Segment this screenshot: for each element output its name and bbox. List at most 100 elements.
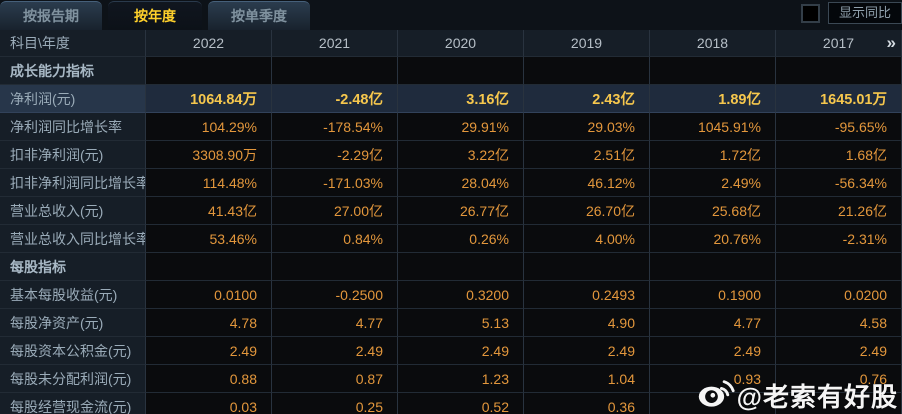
value-cell: 1.68亿 xyxy=(776,141,902,169)
row-label: 扣非净利润(元) xyxy=(0,141,146,169)
year-header-2019: 2019 xyxy=(524,30,650,57)
value-cell: 2.43亿 xyxy=(524,85,650,113)
value-cell: 53.46% xyxy=(146,225,272,253)
value-cell: 2.49 xyxy=(272,337,398,365)
value-cell xyxy=(776,57,902,85)
section-header-row: 成长能力指标 xyxy=(0,57,902,85)
value-cell: 26.77亿 xyxy=(398,197,524,225)
value-cell: 1645.01万 xyxy=(776,85,902,113)
row-label: 净利润同比增长率 xyxy=(0,113,146,141)
value-cell: 3.22亿 xyxy=(398,141,524,169)
tab-by-year[interactable]: 按年度 xyxy=(108,1,202,30)
value-cell: 0.76 xyxy=(776,365,902,393)
year-header-2022: 2022 xyxy=(146,30,272,57)
table-body: 成长能力指标 净利润(元) 1064.84万 -2.48亿 3.16亿 2.43亿 1.89… xyxy=(0,57,902,414)
value-cell xyxy=(776,393,902,414)
value-cell: -56.34% xyxy=(776,169,902,197)
value-cell: 4.77 xyxy=(272,309,398,337)
value-cell: 0.88 xyxy=(146,365,272,393)
table-row: 每股净资产(元) 4.78 4.77 5.13 4.90 4.77 4.58 xyxy=(0,309,902,337)
value-cell: -95.65% xyxy=(776,113,902,141)
tab-by-report-period[interactable]: 按报告期 xyxy=(0,1,102,30)
value-cell: 2.51亿 xyxy=(524,141,650,169)
value-cell: 0.0200 xyxy=(776,281,902,309)
row-label: 每股经营现金流(元) xyxy=(0,393,146,414)
value-cell: 28.04% xyxy=(398,169,524,197)
year-header-2018: 2018 xyxy=(650,30,776,57)
row-label: 成长能力指标 xyxy=(0,57,146,85)
value-cell: 1.23 xyxy=(398,365,524,393)
value-cell: 104.29% xyxy=(146,113,272,141)
value-cell: 4.77 xyxy=(650,309,776,337)
table-row: 净利润(元) 1064.84万 -2.48亿 3.16亿 2.43亿 1.89亿 1645.… xyxy=(0,85,902,113)
value-cell: 0.93 xyxy=(650,365,776,393)
value-cell xyxy=(776,253,902,281)
table-row: 扣非净利润(元) 3308.90万 -2.29亿 3.22亿 2.51亿 1.72亿 1.6… xyxy=(0,141,902,169)
value-cell: 2.49 xyxy=(776,337,902,365)
value-cell: 0.3200 xyxy=(398,281,524,309)
value-cell xyxy=(650,253,776,281)
value-cell: 1.04 xyxy=(524,365,650,393)
table-row: 营业总收入(元) 41.43亿 27.00亿 26.77亿 26.70亿 25.68亿 21… xyxy=(0,197,902,225)
value-cell: 20.76% xyxy=(650,225,776,253)
value-cell: -178.54% xyxy=(272,113,398,141)
value-cell: 2.49% xyxy=(650,169,776,197)
value-cell: 0.0100 xyxy=(146,281,272,309)
value-cell: 27.00亿 xyxy=(272,197,398,225)
section-header-row: 每股指标 xyxy=(0,253,902,281)
value-cell: 0.36 xyxy=(524,393,650,414)
row-label: 扣非净利润同比增长率 xyxy=(0,169,146,197)
row-label: 基本每股收益(元) xyxy=(0,281,146,309)
table-row: 每股资本公积金(元) 2.49 2.49 2.49 2.49 2.49 2.49 xyxy=(0,337,902,365)
row-label: 每股未分配利润(元) xyxy=(0,365,146,393)
value-cell: 0.26% xyxy=(398,225,524,253)
value-cell xyxy=(398,253,524,281)
value-cell: 114.48% xyxy=(146,169,272,197)
show-yoy-button[interactable]: 显示同比 xyxy=(827,2,902,24)
value-cell: 3308.90万 xyxy=(146,141,272,169)
corner-header-cell: 科目\年度 xyxy=(0,30,146,57)
value-cell: 46.12% xyxy=(524,169,650,197)
row-label: 净利润(元) xyxy=(0,85,146,113)
value-cell: 1.72亿 xyxy=(650,141,776,169)
value-cell: 4.90 xyxy=(524,309,650,337)
value-cell xyxy=(272,253,398,281)
value-cell: 0.87 xyxy=(272,365,398,393)
value-cell: 4.78 xyxy=(146,309,272,337)
value-cell xyxy=(398,57,524,85)
year-header-2020: 2020 xyxy=(398,30,524,57)
value-cell: 0.52 xyxy=(398,393,524,414)
table-row: 每股未分配利润(元) 0.88 0.87 1.23 1.04 0.93 0.76 xyxy=(0,365,902,393)
value-cell: 2.49 xyxy=(524,337,650,365)
value-cell xyxy=(146,253,272,281)
value-cell: 1045.91% xyxy=(650,113,776,141)
value-cell: 2.49 xyxy=(398,337,524,365)
value-cell: 29.91% xyxy=(398,113,524,141)
value-cell: 21.26亿 xyxy=(776,197,902,225)
show-yoy-checkbox[interactable] xyxy=(800,3,820,23)
value-cell: 1.89亿 xyxy=(650,85,776,113)
view-tabbar: 按报告期 按年度 按单季度 显示同比 xyxy=(0,0,902,30)
year-header-2017: 2017 xyxy=(776,30,902,57)
year-header-2021: 2021 xyxy=(272,30,398,57)
value-cell xyxy=(146,57,272,85)
table-row: 基本每股收益(元) 0.0100 -0.2500 0.3200 0.2493 0.1900… xyxy=(0,281,902,309)
value-cell: 2.49 xyxy=(650,337,776,365)
more-columns-icon[interactable]: » xyxy=(886,33,897,52)
value-cell xyxy=(272,57,398,85)
row-label: 每股指标 xyxy=(0,253,146,281)
value-cell: 0.03 xyxy=(146,393,272,414)
value-cell: 2.49 xyxy=(146,337,272,365)
value-cell: 25.68亿 xyxy=(650,197,776,225)
value-cell xyxy=(650,393,776,414)
value-cell: 0.1900 xyxy=(650,281,776,309)
table-header-row: 科目\年度 2022 2021 2020 2019 2018 2017» xyxy=(0,30,902,57)
value-cell: 0.2493 xyxy=(524,281,650,309)
value-cell: -2.29亿 xyxy=(272,141,398,169)
row-label: 营业总收入同比增长率 xyxy=(0,225,146,253)
value-cell: -0.2500 xyxy=(272,281,398,309)
value-cell: 41.43亿 xyxy=(146,197,272,225)
tab-by-quarter[interactable]: 按单季度 xyxy=(208,1,310,30)
value-cell xyxy=(524,57,650,85)
